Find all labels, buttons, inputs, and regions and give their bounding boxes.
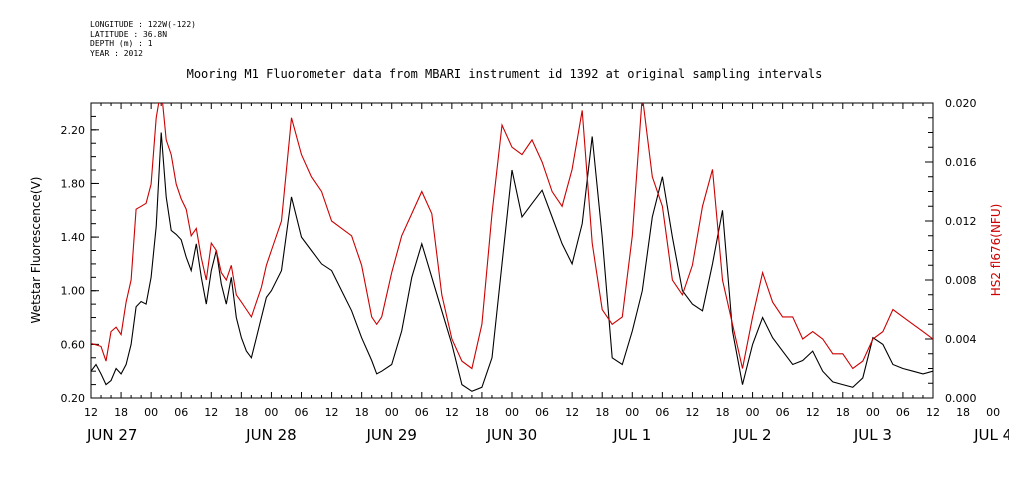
- x-date-label: JUN 28: [245, 426, 296, 444]
- x-hour-label: 06: [174, 406, 188, 419]
- x-hour-label: 06: [655, 406, 669, 419]
- hs2-series-line: [91, 103, 933, 370]
- x-hour-label: 00: [385, 406, 399, 419]
- x-hour-label: 06: [295, 406, 309, 419]
- chart-title: Mooring M1 Fluorometer data from MBARI i…: [186, 67, 823, 81]
- x-hour-label: 18: [716, 406, 730, 419]
- series-group: [91, 103, 933, 392]
- wetstar-series-line: [91, 132, 933, 392]
- x-hour-label: 18: [114, 406, 128, 419]
- depth-label: DEPTH (m) : 1: [90, 39, 153, 48]
- y-tick-label: 2.20: [61, 124, 86, 137]
- latitude-label: LATITUDE : 36.8N: [90, 29, 168, 39]
- x-hour-label: 18: [355, 406, 369, 419]
- y-tick-label: 0.20: [61, 392, 86, 405]
- x-hour-label: 12: [685, 406, 699, 419]
- tick-group: [90, 102, 934, 399]
- y2-tick-label: 0.004: [945, 333, 977, 346]
- y-tick-label: 1.40: [61, 231, 86, 244]
- x-hour-label: 12: [325, 406, 339, 419]
- x-hour-label: 18: [956, 406, 970, 419]
- label-group: 12 18 00 06 12 18 00 06 12 18 00 06 12 18 00 06 12 18 00 06…: [61, 97, 1009, 444]
- x-date-label: JUL 2: [733, 426, 772, 444]
- x-date-label: JUL 3: [853, 426, 892, 444]
- x-hour-label: 06: [415, 406, 429, 419]
- x-hour-label: 06: [535, 406, 549, 419]
- y2-tick-label: 0.020: [945, 97, 977, 110]
- x-hour-label: 12: [445, 406, 459, 419]
- year-label: YEAR : 2012: [90, 48, 143, 58]
- y2-tick-label: 0.012: [945, 215, 977, 228]
- x-hour-label: 18: [475, 406, 489, 419]
- x-hour-label: 12: [806, 406, 820, 419]
- x-date-label: JUL 4: [973, 426, 1009, 444]
- x-hour-label: 18: [234, 406, 248, 419]
- y-axis-title: Wetstar Fluorescence(V): [29, 177, 43, 324]
- x-date-label: JUN 27: [86, 426, 137, 444]
- x-hour-label: 00: [144, 406, 158, 419]
- x-hour-label: 18: [836, 406, 850, 419]
- x-date-label: JUN 30: [486, 426, 537, 444]
- x-hour-label: 12: [84, 406, 98, 419]
- y2-tick-label: 0.008: [945, 274, 977, 287]
- x-date-label: JUN 29: [365, 426, 416, 444]
- longitude-label: LONGITUDE : 122W(-122): [90, 20, 196, 29]
- x-hour-label: 06: [776, 406, 790, 419]
- x-hour-label: 00: [625, 406, 639, 419]
- x-hour-label: 00: [986, 406, 1000, 419]
- x-hour-label: 18: [595, 406, 609, 419]
- x-hour-label: 12: [204, 406, 218, 419]
- y2-tick-label: 0.016: [945, 156, 977, 169]
- x-hour-label: 00: [746, 406, 760, 419]
- x-hour-label: 00: [264, 406, 278, 419]
- x-hour-label: 12: [565, 406, 579, 419]
- y-tick-label: 1.00: [61, 285, 86, 298]
- y2-axis-title: HS2 fl676(NFU): [989, 204, 1003, 297]
- x-hour-label: 06: [896, 406, 910, 419]
- y-tick-label: 0.60: [61, 338, 86, 351]
- y-tick-label: 1.80: [61, 177, 86, 190]
- x-hour-label: 00: [505, 406, 519, 419]
- x-date-label: JUL 1: [612, 426, 651, 444]
- metadata-block: LONGITUDE : 122W(-122) LATITUDE : 36.8N …: [90, 20, 196, 58]
- x-hour-label: 00: [866, 406, 880, 419]
- y2-tick-label: 0.000: [945, 392, 977, 405]
- x-hour-label: 12: [926, 406, 940, 419]
